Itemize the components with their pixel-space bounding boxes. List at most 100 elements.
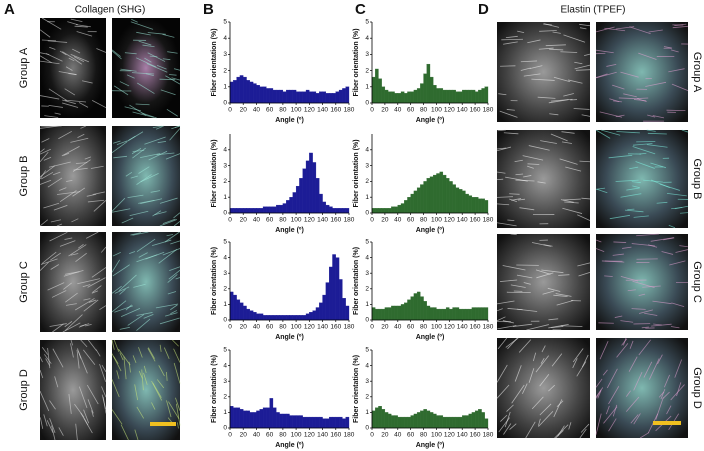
fiber-texture xyxy=(111,208,131,213)
x-tick-label: 180 xyxy=(344,432,355,439)
fiber-texture xyxy=(595,26,615,33)
fiber-texture xyxy=(75,24,91,28)
fiber-texture xyxy=(555,430,564,439)
histogram-bar xyxy=(384,208,389,214)
fiber-texture xyxy=(657,354,663,365)
histogram-bar xyxy=(236,299,241,321)
histogram-bar xyxy=(322,294,327,321)
fiber-texture xyxy=(111,300,127,313)
x-tick-label: 0 xyxy=(228,324,232,331)
histogram-bar xyxy=(269,315,274,321)
histogram-bar xyxy=(305,160,310,214)
y-tick-label: 2 xyxy=(223,286,227,293)
fiber-texture xyxy=(169,128,181,141)
histogram-bar xyxy=(455,91,460,104)
histogram-bar xyxy=(423,409,427,429)
fiber-texture xyxy=(39,52,50,55)
y-tick-label: 3 xyxy=(365,378,369,385)
histogram-bar xyxy=(233,407,237,429)
fiber-texture xyxy=(143,365,147,373)
histogram-bar xyxy=(276,204,280,214)
fiber-texture xyxy=(627,289,636,292)
histogram-bar xyxy=(299,178,303,214)
fiber-texture xyxy=(496,300,515,305)
histogram-bar xyxy=(266,315,270,321)
fiber-texture xyxy=(59,240,76,247)
histogram-bar xyxy=(246,80,250,104)
fiber-texture xyxy=(40,258,58,265)
x-tick-label: 20 xyxy=(240,324,248,331)
y-tick-label: 1 xyxy=(223,194,227,201)
histogram-bar xyxy=(433,307,437,321)
fiber-texture xyxy=(167,51,178,54)
fiber-texture xyxy=(129,104,147,116)
x-tick-label: 140 xyxy=(457,107,468,114)
fiber-texture xyxy=(65,271,80,275)
fiber-texture xyxy=(652,300,672,305)
fiber-texture xyxy=(49,400,56,410)
histogram-bar xyxy=(266,88,270,104)
fiber-texture xyxy=(162,218,176,225)
fiber-texture xyxy=(162,58,171,61)
fiber-texture xyxy=(144,136,166,145)
fiber-texture xyxy=(51,290,67,298)
fiber-texture xyxy=(174,125,181,128)
x-tick-label: 180 xyxy=(344,324,355,331)
y-axis-label: Fiber orientation (%) xyxy=(211,28,218,96)
fiber-texture xyxy=(41,251,57,264)
histogram-bar xyxy=(312,162,317,214)
fiber-texture xyxy=(118,274,137,292)
x-tick-label: 40 xyxy=(253,217,261,224)
fiber-texture xyxy=(156,125,164,130)
histogram-bar xyxy=(436,173,440,214)
fiber-texture xyxy=(608,154,633,159)
histogram-bar xyxy=(325,93,330,104)
fiber-texture xyxy=(515,173,524,176)
fiber-texture xyxy=(111,409,123,425)
fiber-texture xyxy=(520,60,538,63)
fiber-texture xyxy=(91,100,107,109)
histogram-bar xyxy=(455,307,460,321)
fiber-texture xyxy=(128,135,136,141)
y-tick-label: 0 xyxy=(365,100,369,107)
fiber-texture xyxy=(51,425,56,441)
fiber-texture xyxy=(77,348,82,359)
fiber-texture xyxy=(101,365,107,373)
fiber-texture xyxy=(136,318,151,331)
histogram-bar xyxy=(375,68,379,104)
histogram-bar xyxy=(397,93,402,104)
fiber-texture xyxy=(498,93,507,96)
fiber-texture xyxy=(509,193,520,195)
fiber-texture xyxy=(595,239,602,243)
x-tick-label: 80 xyxy=(279,217,287,224)
histogram-bar xyxy=(404,200,408,214)
fiber-texture xyxy=(138,252,148,258)
fiber-texture xyxy=(548,323,569,329)
y-tick-label: 1 xyxy=(365,84,369,91)
fiber-texture xyxy=(674,359,683,378)
histogram-bar xyxy=(292,192,297,214)
fiber-texture xyxy=(503,132,519,135)
fiber-texture xyxy=(99,305,107,311)
histogram-bar xyxy=(256,410,260,429)
y-axis-label: Fiber orientation (%) xyxy=(353,247,360,315)
histogram-bar xyxy=(381,86,386,104)
fiber-texture xyxy=(164,231,180,243)
histogram-bar xyxy=(423,73,427,104)
x-tick-label: 180 xyxy=(344,217,355,224)
x-tick-label: 100 xyxy=(291,107,302,114)
histogram-bar xyxy=(229,208,234,214)
fiber-texture xyxy=(136,312,153,316)
fiber-texture xyxy=(563,93,574,97)
x-axis-label: Angle (º) xyxy=(275,442,304,449)
fiber-texture xyxy=(75,298,95,311)
fiber-texture xyxy=(50,252,61,261)
fiber-texture xyxy=(72,48,81,54)
histogram-bar xyxy=(249,310,254,321)
x-tick-label: 60 xyxy=(407,217,415,224)
fiber-texture xyxy=(48,104,63,108)
fiber-texture xyxy=(595,49,614,54)
fiber-texture xyxy=(46,420,54,433)
y-tick-label: 3 xyxy=(365,270,369,277)
fiber-texture xyxy=(595,413,602,435)
